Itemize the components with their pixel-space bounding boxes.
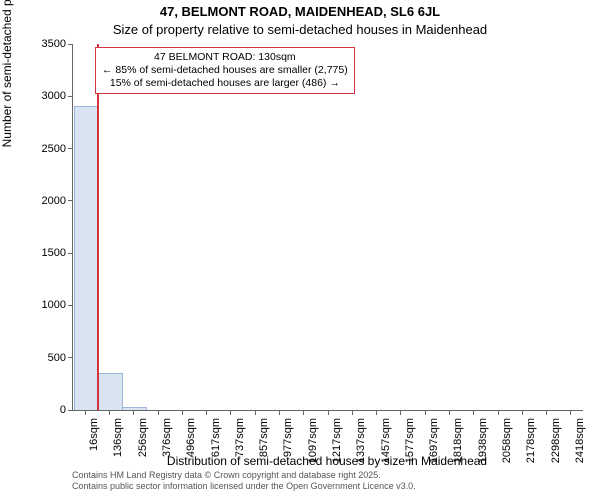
y-tick-label: 1500 — [32, 247, 66, 259]
x-tick-label: 737sqm — [234, 418, 246, 457]
annotation-line: ← 85% of semi-detached houses are smalle… — [102, 64, 348, 77]
x-tick-label: 977sqm — [282, 418, 294, 457]
x-tick-label: 617sqm — [210, 418, 222, 457]
chart-title-main: 47, BELMONT ROAD, MAIDENHEAD, SL6 6JL — [0, 4, 600, 19]
footer-line-2: Contains public sector information licen… — [72, 481, 416, 492]
y-axis-label: Number of semi-detached properties — [0, 0, 14, 230]
x-tick-label: 857sqm — [258, 418, 270, 457]
y-tick-mark — [68, 357, 73, 358]
x-tick-mark — [473, 410, 474, 415]
x-tick-mark — [498, 410, 499, 415]
footer-line-1: Contains HM Land Registry data © Crown c… — [72, 470, 416, 481]
chart-title-sub: Size of property relative to semi-detach… — [0, 22, 600, 37]
y-tick-label: 3500 — [32, 38, 66, 50]
annotation-line: 47 BELMONT ROAD: 130sqm — [102, 51, 348, 64]
x-tick-mark — [206, 410, 207, 415]
x-tick-label: 1577sqm — [404, 418, 416, 463]
x-tick-label: 376sqm — [161, 418, 173, 457]
x-tick-label: 256sqm — [137, 418, 149, 457]
histogram-bar — [122, 407, 147, 410]
x-tick-label: 2298sqm — [550, 418, 562, 463]
y-tick-label: 3000 — [32, 90, 66, 102]
y-tick-mark — [68, 148, 73, 149]
x-tick-label: 1938sqm — [477, 418, 489, 463]
x-tick-mark — [352, 410, 353, 415]
x-tick-mark — [546, 410, 547, 415]
annotation-box: 47 BELMONT ROAD: 130sqm← 85% of semi-det… — [95, 47, 355, 94]
x-tick-mark — [279, 410, 280, 415]
y-tick-mark — [68, 44, 73, 45]
plot-area — [72, 44, 583, 411]
y-tick-label: 1000 — [32, 299, 66, 311]
x-tick-mark — [400, 410, 401, 415]
x-tick-label: 1697sqm — [428, 418, 440, 463]
x-tick-label: 1217sqm — [331, 418, 343, 463]
x-tick-label: 2058sqm — [501, 418, 513, 463]
x-tick-label: 2178sqm — [525, 418, 537, 463]
x-tick-mark — [85, 410, 86, 415]
y-tick-label: 2000 — [32, 195, 66, 207]
reference-line — [97, 44, 99, 410]
y-tick-label: 2500 — [32, 143, 66, 155]
y-tick-mark — [68, 96, 73, 97]
x-tick-mark — [109, 410, 110, 415]
x-tick-mark — [158, 410, 159, 415]
y-tick-label: 0 — [32, 404, 66, 416]
x-tick-label: 496sqm — [185, 418, 197, 457]
x-tick-mark — [449, 410, 450, 415]
histogram-bar — [74, 106, 99, 410]
x-tick-mark — [570, 410, 571, 415]
x-tick-mark — [425, 410, 426, 415]
footer-attribution: Contains HM Land Registry data © Crown c… — [72, 470, 416, 493]
x-tick-label: 16sqm — [88, 418, 100, 451]
y-tick-label: 500 — [32, 352, 66, 364]
x-tick-mark — [303, 410, 304, 415]
x-tick-mark — [182, 410, 183, 415]
x-tick-label: 1337sqm — [355, 418, 367, 463]
x-tick-mark — [230, 410, 231, 415]
x-tick-mark — [522, 410, 523, 415]
x-tick-label: 136sqm — [112, 418, 124, 457]
x-tick-label: 2418sqm — [574, 418, 586, 463]
x-tick-mark — [133, 410, 134, 415]
histogram-bar — [98, 373, 123, 410]
y-tick-mark — [68, 253, 73, 254]
y-tick-mark — [68, 410, 73, 411]
chart-container: 47, BELMONT ROAD, MAIDENHEAD, SL6 6JL Si… — [0, 0, 600, 500]
y-tick-mark — [68, 305, 73, 306]
x-tick-label: 1818sqm — [452, 418, 464, 463]
y-tick-mark — [68, 200, 73, 201]
x-tick-mark — [328, 410, 329, 415]
x-tick-mark — [376, 410, 377, 415]
x-tick-label: 1097sqm — [307, 418, 319, 463]
x-tick-label: 1457sqm — [380, 418, 392, 463]
x-tick-mark — [255, 410, 256, 415]
annotation-line: 15% of semi-detached houses are larger (… — [102, 77, 348, 90]
